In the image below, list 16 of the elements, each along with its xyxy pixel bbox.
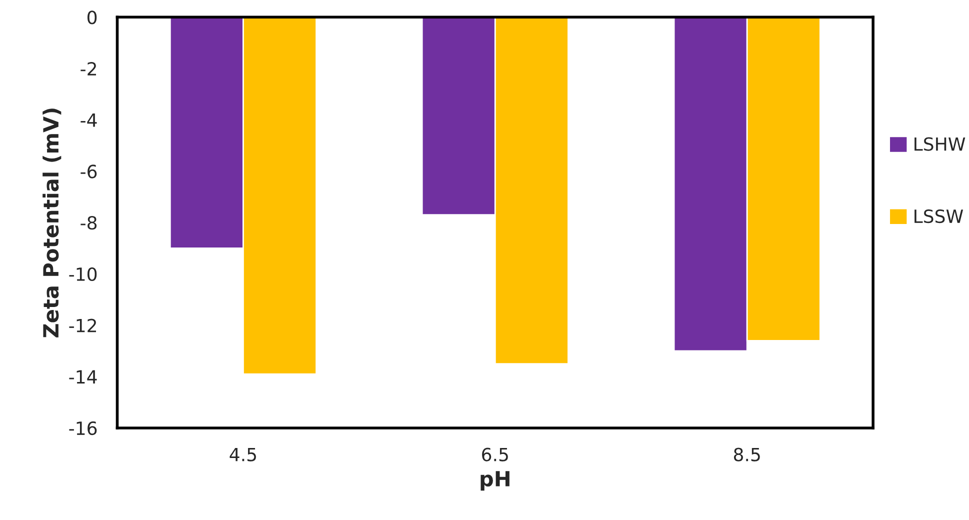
x-tick-label: 6.5 [482, 448, 508, 462]
x-tick-label: 4.5 [230, 448, 256, 462]
y-tick-label: -2 [80, 62, 96, 76]
x-tick-label: 8.5 [734, 448, 760, 462]
legend-label: LSSW [914, 209, 964, 224]
y-tick-label: -10 [69, 267, 97, 282]
x-axis-title: pH [480, 471, 510, 491]
y-tick-label: -4 [80, 114, 97, 127]
y-tick-label: -14 [69, 370, 97, 384]
y-tick-label: -8 [80, 216, 97, 230]
y-axis-title: Zeta Potential (mV) [42, 108, 62, 338]
y-tick-label: -16 [69, 421, 97, 436]
legend-label: LSHW [914, 137, 966, 151]
y-tick-label: 0 [88, 10, 97, 24]
y-tick-label: -6 [80, 164, 97, 178]
y-tick-label: -12 [69, 318, 96, 332]
